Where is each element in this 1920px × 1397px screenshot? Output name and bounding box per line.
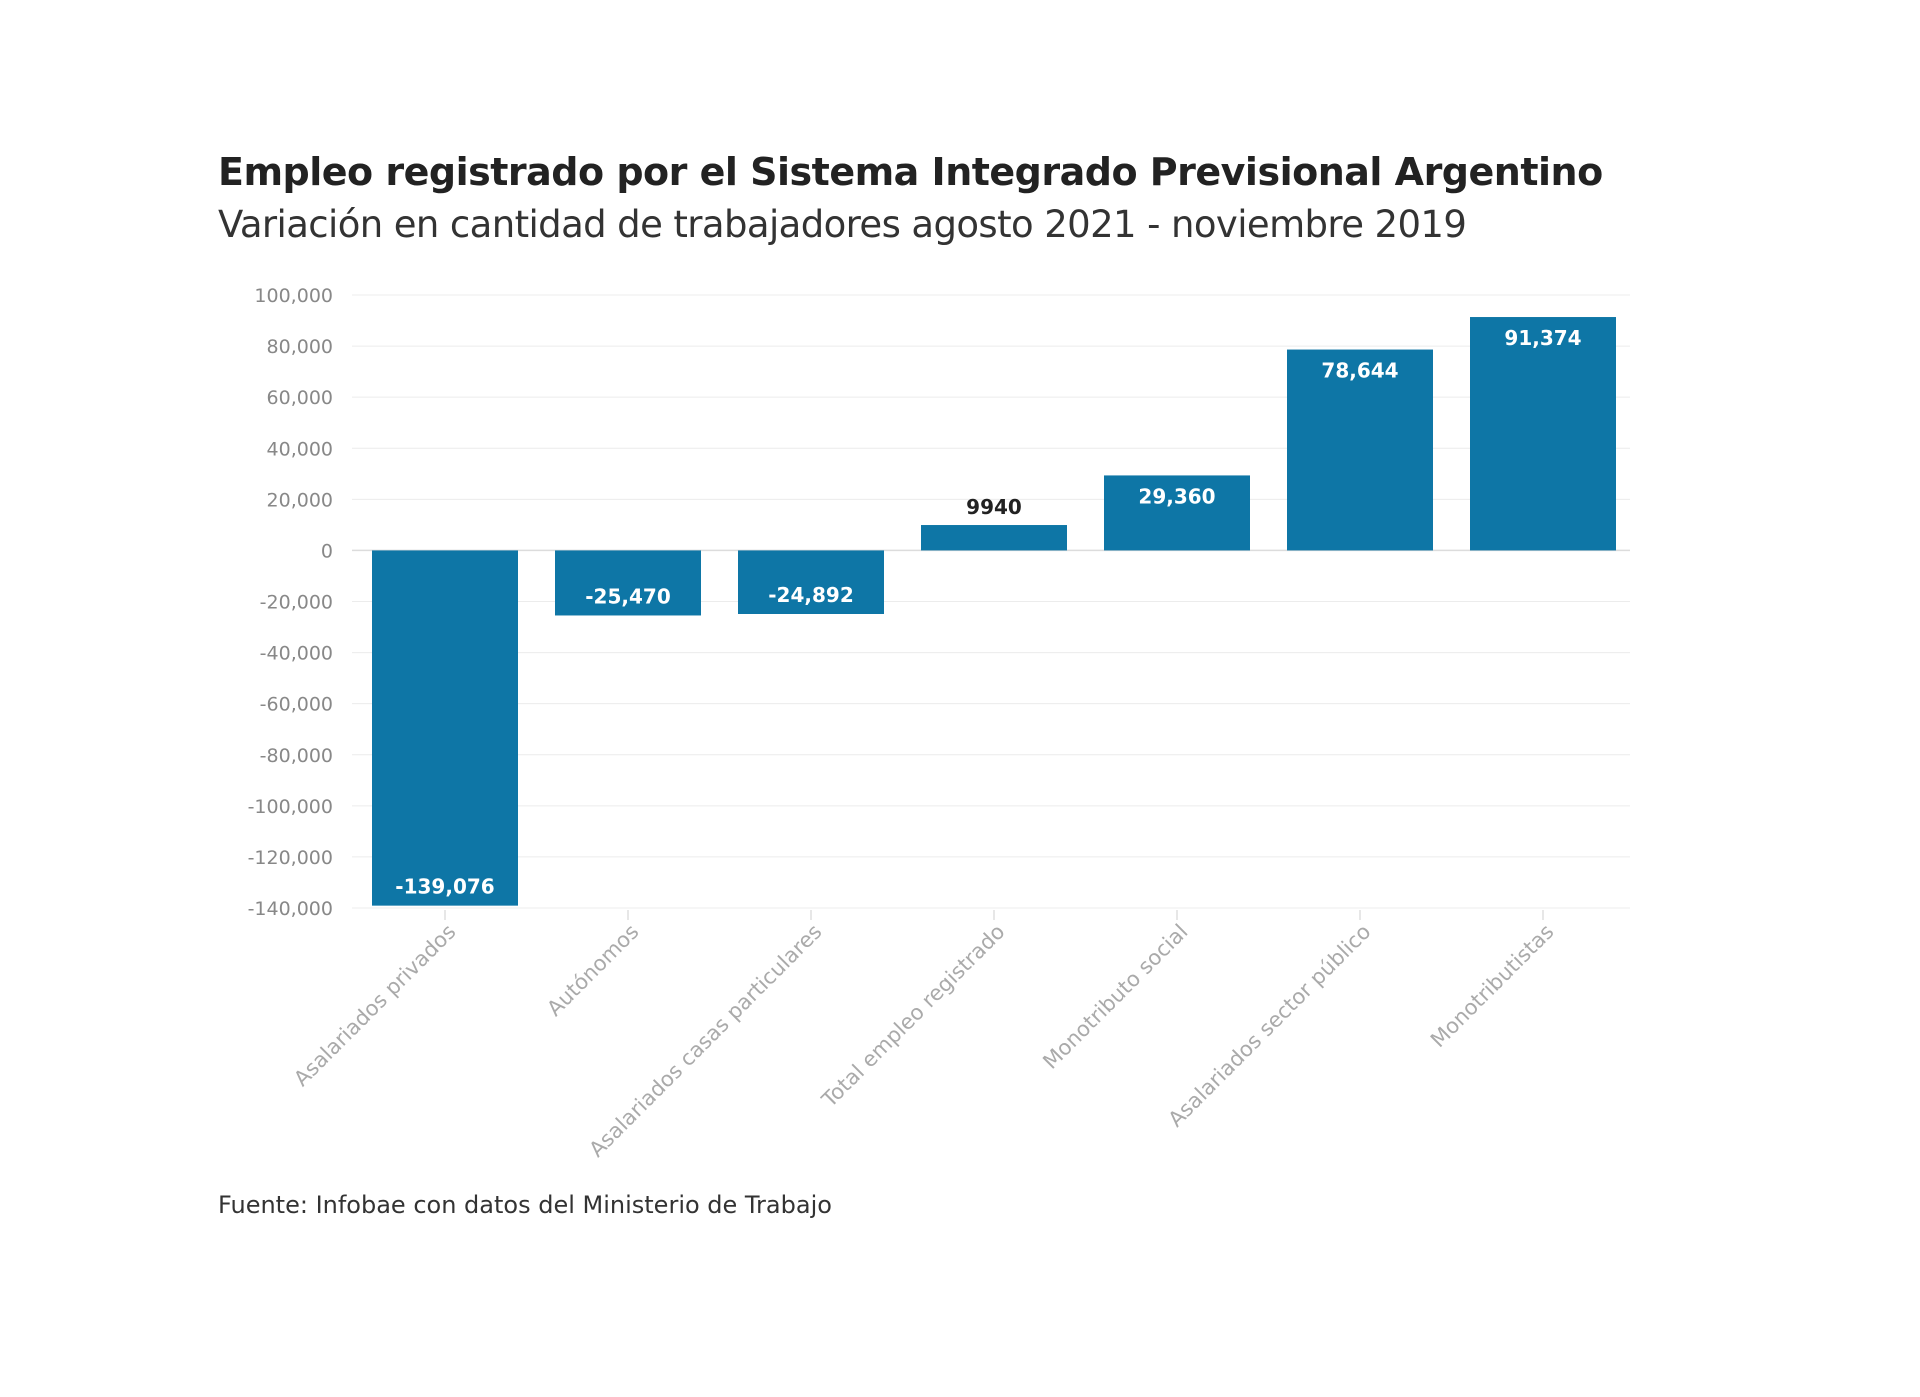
chart-title: Empleo registrado por el Sistema Integra… xyxy=(218,150,1603,194)
chart-subtitle: Variación en cantidad de trabajadores ag… xyxy=(218,203,1467,246)
data-labels: -139,076 -25,470 -24,892 9940 29,360 78,644 91… xyxy=(395,326,1581,899)
data-label: -24,892 xyxy=(768,583,853,607)
x-category-label: Asalariados privados xyxy=(289,920,460,1091)
bar xyxy=(738,550,884,614)
bar xyxy=(1104,475,1250,551)
x-category-label: Total empleo registrado xyxy=(817,920,1010,1113)
y-tick-label: 0 xyxy=(321,540,333,562)
y-tick-label: 40,000 xyxy=(267,438,333,460)
y-tick-label: -100,000 xyxy=(248,796,333,818)
y-tick-label: -40,000 xyxy=(260,643,333,665)
data-label: 91,374 xyxy=(1504,326,1581,350)
data-label: -25,470 xyxy=(585,584,670,608)
data-label: 9940 xyxy=(966,495,1022,519)
y-axis-ticks: 100,000 80,000 60,000 40,000 20,000 0 -20,000 -… xyxy=(248,285,333,920)
x-category-label: Monotributo social xyxy=(1038,920,1192,1074)
y-tick-label: 100,000 xyxy=(254,285,333,307)
x-category-label: Monotributistas xyxy=(1426,920,1559,1053)
bar xyxy=(921,525,1067,551)
source-note: Fuente: Infobae con datos del Ministerio… xyxy=(218,1191,832,1219)
y-tick-label: -120,000 xyxy=(248,847,333,869)
x-axis-categories: Asalariados privados Autónomos Asalariados… xyxy=(289,910,1559,1162)
y-tick-label: 80,000 xyxy=(267,336,333,358)
x-category-label: Asalariados sector público xyxy=(1164,920,1376,1132)
y-tick-label: 20,000 xyxy=(267,489,333,511)
data-label: 29,360 xyxy=(1138,484,1215,508)
data-label: 78,644 xyxy=(1321,359,1398,383)
bars xyxy=(372,317,1616,906)
bar xyxy=(1470,317,1616,551)
bar xyxy=(1287,349,1433,551)
y-tick-label: -60,000 xyxy=(260,694,333,716)
y-tick-label: -80,000 xyxy=(260,745,333,767)
y-tick-label: 60,000 xyxy=(267,387,333,409)
bar xyxy=(372,550,518,906)
data-label: -139,076 xyxy=(395,875,494,899)
y-tick-label: -140,000 xyxy=(248,898,333,920)
bar xyxy=(555,550,701,616)
y-tick-label: -20,000 xyxy=(260,592,333,614)
x-category-label: Autónomos xyxy=(542,920,643,1021)
gridlines xyxy=(352,294,1630,909)
